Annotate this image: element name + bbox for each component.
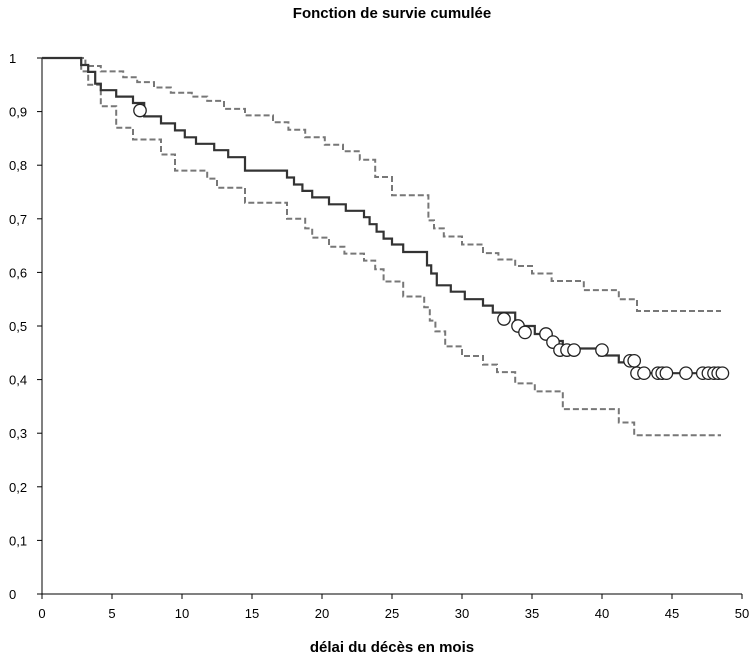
censor-marker — [627, 353, 642, 368]
censor-marker — [518, 325, 532, 340]
y-tick-label: 0,6 — [9, 265, 27, 280]
x-tick-label: 35 — [525, 606, 539, 621]
x-tick-label: 40 — [595, 606, 609, 621]
x-tick-label: 20 — [315, 606, 329, 621]
y-tick-label: 0,7 — [9, 212, 27, 227]
censor-marker — [567, 343, 581, 357]
y-ticks: 0 0,1 0,2 0,3 0,4 0,5 0,6 0,7 0,8 0,9 1 — [9, 51, 42, 602]
x-axis-label: délai du décès en mois — [310, 639, 474, 656]
censor-marker — [659, 366, 674, 381]
y-tick-label: 0,8 — [9, 158, 27, 173]
x-tick-label: 50 — [735, 606, 749, 621]
x-tick-label: 5 — [108, 606, 115, 621]
x-tick-label: 25 — [385, 606, 399, 621]
y-tick-label: 0,3 — [9, 426, 27, 441]
x-tick-label: 0 — [38, 606, 45, 621]
censor-marker — [715, 366, 730, 381]
censor-markers — [133, 103, 730, 381]
censor-marker — [497, 312, 511, 326]
censor-marker — [133, 103, 147, 118]
y-tick-label: 0,9 — [9, 105, 27, 120]
x-tick-label: 45 — [665, 606, 679, 621]
confidence-bound-line — [42, 57, 721, 437]
censor-marker — [595, 343, 609, 357]
confidence-bound-line — [42, 57, 721, 312]
plot-area: 0 0,1 0,2 0,3 0,4 0,5 0,6 0,7 0,8 0,9 1 0 5 10 15 20 25… — [9, 51, 749, 621]
y-tick-label: 1 — [9, 51, 16, 66]
x-tick-label: 10 — [175, 606, 189, 621]
y-tick-label: 0,1 — [9, 533, 27, 548]
y-tick-label: 0,2 — [9, 480, 27, 495]
x-ticks: 0 5 10 15 20 25 30 35 40 45 50 — [38, 594, 749, 621]
y-tick-label: 0 — [9, 587, 16, 602]
censor-marker — [637, 366, 651, 381]
x-tick-label: 15 — [245, 606, 259, 621]
y-tick-label: 0,5 — [9, 319, 27, 334]
chart-title: Fonction de survie cumulée — [293, 5, 491, 22]
censor-marker — [679, 366, 693, 381]
y-tick-label: 0,4 — [9, 373, 27, 388]
x-tick-label: 30 — [455, 606, 469, 621]
